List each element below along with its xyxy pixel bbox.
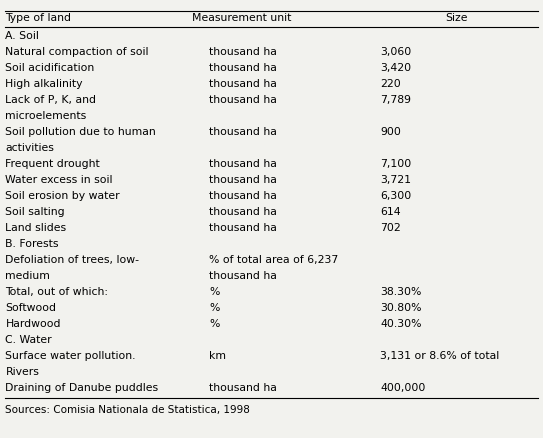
Text: Lack of P, K, and: Lack of P, K, and bbox=[5, 95, 97, 105]
Text: thousand ha: thousand ha bbox=[209, 175, 277, 185]
Text: Size: Size bbox=[445, 14, 468, 23]
Text: thousand ha: thousand ha bbox=[209, 127, 277, 137]
Text: Rivers: Rivers bbox=[5, 367, 39, 377]
Text: Hardwood: Hardwood bbox=[5, 319, 61, 328]
Text: 3,420: 3,420 bbox=[380, 63, 411, 73]
Text: thousand ha: thousand ha bbox=[209, 95, 277, 105]
Text: Softwood: Softwood bbox=[5, 303, 56, 313]
Text: Measurement unit: Measurement unit bbox=[192, 14, 292, 23]
Text: thousand ha: thousand ha bbox=[209, 47, 277, 57]
Text: 3,721: 3,721 bbox=[380, 175, 411, 185]
Text: Defoliation of trees, low-: Defoliation of trees, low- bbox=[5, 255, 140, 265]
Text: thousand ha: thousand ha bbox=[209, 207, 277, 217]
Text: Total, out of which:: Total, out of which: bbox=[5, 287, 109, 297]
Text: Land slides: Land slides bbox=[5, 223, 67, 233]
Text: Draining of Danube puddles: Draining of Danube puddles bbox=[5, 383, 159, 392]
Text: thousand ha: thousand ha bbox=[209, 159, 277, 169]
Text: Soil erosion by water: Soil erosion by water bbox=[5, 191, 120, 201]
Text: medium: medium bbox=[5, 271, 50, 281]
Text: km: km bbox=[209, 351, 226, 360]
Text: Soil pollution due to human: Soil pollution due to human bbox=[5, 127, 156, 137]
Text: 900: 900 bbox=[380, 127, 401, 137]
Text: 7,100: 7,100 bbox=[380, 159, 412, 169]
Text: 400,000: 400,000 bbox=[380, 383, 426, 392]
Text: C. Water: C. Water bbox=[5, 335, 52, 345]
Text: % of total area of 6,237: % of total area of 6,237 bbox=[209, 255, 338, 265]
Text: activities: activities bbox=[5, 143, 54, 153]
Text: 40.30%: 40.30% bbox=[380, 319, 421, 328]
Text: thousand ha: thousand ha bbox=[209, 223, 277, 233]
Text: Water excess in soil: Water excess in soil bbox=[5, 175, 113, 185]
Text: Sources: Comisia Nationala de Statistica, 1998: Sources: Comisia Nationala de Statistica… bbox=[5, 405, 250, 415]
Text: Frequent drought: Frequent drought bbox=[5, 159, 100, 169]
Text: Natural compaction of soil: Natural compaction of soil bbox=[5, 47, 149, 57]
Text: %: % bbox=[209, 303, 219, 313]
Text: thousand ha: thousand ha bbox=[209, 63, 277, 73]
Text: Soil salting: Soil salting bbox=[5, 207, 65, 217]
Text: Surface water pollution.: Surface water pollution. bbox=[5, 351, 136, 360]
Text: thousand ha: thousand ha bbox=[209, 271, 277, 281]
Text: %: % bbox=[209, 287, 219, 297]
Text: %: % bbox=[209, 319, 219, 328]
Text: 38.30%: 38.30% bbox=[380, 287, 421, 297]
Text: thousand ha: thousand ha bbox=[209, 383, 277, 392]
Text: 3,131 or 8.6% of total: 3,131 or 8.6% of total bbox=[380, 351, 500, 360]
Text: Type of land: Type of land bbox=[5, 14, 72, 23]
Text: High alkalinity: High alkalinity bbox=[5, 79, 83, 89]
Text: B. Forests: B. Forests bbox=[5, 239, 59, 249]
Text: A. Soil: A. Soil bbox=[5, 31, 39, 41]
Text: thousand ha: thousand ha bbox=[209, 79, 277, 89]
Text: 30.80%: 30.80% bbox=[380, 303, 421, 313]
Text: 6,300: 6,300 bbox=[380, 191, 412, 201]
Text: 220: 220 bbox=[380, 79, 401, 89]
Text: 702: 702 bbox=[380, 223, 401, 233]
Text: 7,789: 7,789 bbox=[380, 95, 411, 105]
Text: thousand ha: thousand ha bbox=[209, 191, 277, 201]
Text: Soil acidification: Soil acidification bbox=[5, 63, 94, 73]
Text: microelements: microelements bbox=[5, 111, 87, 121]
Text: 614: 614 bbox=[380, 207, 401, 217]
Text: 3,060: 3,060 bbox=[380, 47, 412, 57]
